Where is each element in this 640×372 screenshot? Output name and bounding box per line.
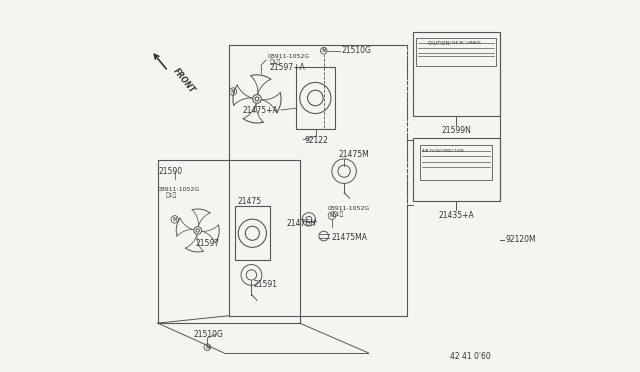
- Text: 21599N: 21599N: [441, 126, 471, 135]
- Text: CAUTION: CAUTION: [428, 41, 450, 46]
- Text: N: N: [205, 345, 209, 350]
- Bar: [417, 38, 496, 65]
- Text: 08911-1052G: 08911-1052G: [328, 206, 370, 211]
- Text: 08911-1052G: 08911-1052G: [268, 54, 310, 59]
- Text: 〈1〉: 〈1〉: [333, 211, 344, 217]
- Text: 21510G: 21510G: [194, 330, 224, 339]
- Text: 21475MA: 21475MA: [331, 233, 367, 243]
- Text: 21510G: 21510G: [342, 46, 371, 55]
- Text: 92120M: 92120M: [506, 235, 536, 244]
- Text: 21597+A: 21597+A: [270, 63, 306, 72]
- Text: 21435+A: 21435+A: [438, 211, 474, 220]
- Text: 〈1〉: 〈1〉: [166, 192, 177, 198]
- Text: 21597: 21597: [196, 239, 220, 248]
- Text: 21590: 21590: [158, 167, 182, 176]
- Text: 21475: 21475: [237, 198, 262, 206]
- Bar: [296, 67, 335, 129]
- Text: 21476H: 21476H: [287, 219, 317, 228]
- Bar: [235, 206, 270, 260]
- Text: N: N: [173, 217, 177, 222]
- Text: USE BC GRADE: USE BC GRADE: [450, 41, 481, 45]
- Bar: [413, 138, 500, 201]
- Text: AIR FLOW DIRECTION: AIR FLOW DIRECTION: [422, 149, 463, 153]
- Text: 〈1〉: 〈1〉: [270, 59, 282, 65]
- Text: N: N: [231, 89, 235, 94]
- Bar: [413, 32, 500, 116]
- Text: 92122: 92122: [305, 136, 328, 145]
- Bar: [420, 145, 492, 180]
- Text: 08911-1052G: 08911-1052G: [158, 187, 200, 192]
- Text: 21475M: 21475M: [339, 150, 369, 159]
- Text: N: N: [321, 48, 326, 53]
- Text: N: N: [330, 213, 334, 218]
- Text: 42 41 0'60: 42 41 0'60: [450, 352, 490, 361]
- Text: 21475+A: 21475+A: [242, 106, 278, 115]
- Text: 21591: 21591: [253, 280, 277, 289]
- Text: FRONT: FRONT: [172, 66, 197, 94]
